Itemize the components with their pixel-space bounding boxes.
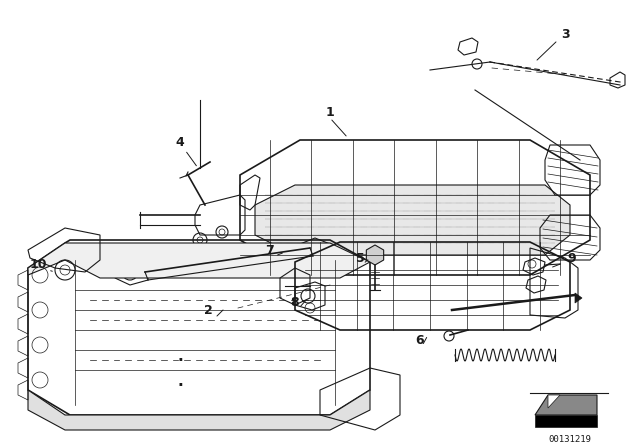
Text: 10: 10 — [29, 258, 47, 271]
Text: 7: 7 — [266, 244, 275, 257]
Text: 1: 1 — [326, 105, 334, 119]
Polygon shape — [366, 245, 383, 265]
Polygon shape — [548, 395, 560, 408]
Polygon shape — [575, 293, 582, 303]
Text: 00131219: 00131219 — [548, 435, 591, 444]
Text: 2: 2 — [204, 303, 212, 316]
Bar — [535, 415, 597, 427]
Text: 5: 5 — [356, 251, 364, 264]
Text: 4: 4 — [175, 135, 184, 148]
Text: 6: 6 — [416, 333, 424, 346]
Text: ▪: ▪ — [178, 356, 182, 361]
Text: 8: 8 — [291, 296, 300, 309]
Text: 9: 9 — [568, 251, 576, 264]
Text: 3: 3 — [561, 29, 570, 42]
Polygon shape — [28, 390, 370, 430]
Polygon shape — [255, 185, 570, 255]
Polygon shape — [535, 395, 597, 415]
Text: ▪: ▪ — [178, 381, 182, 386]
Polygon shape — [28, 243, 370, 278]
